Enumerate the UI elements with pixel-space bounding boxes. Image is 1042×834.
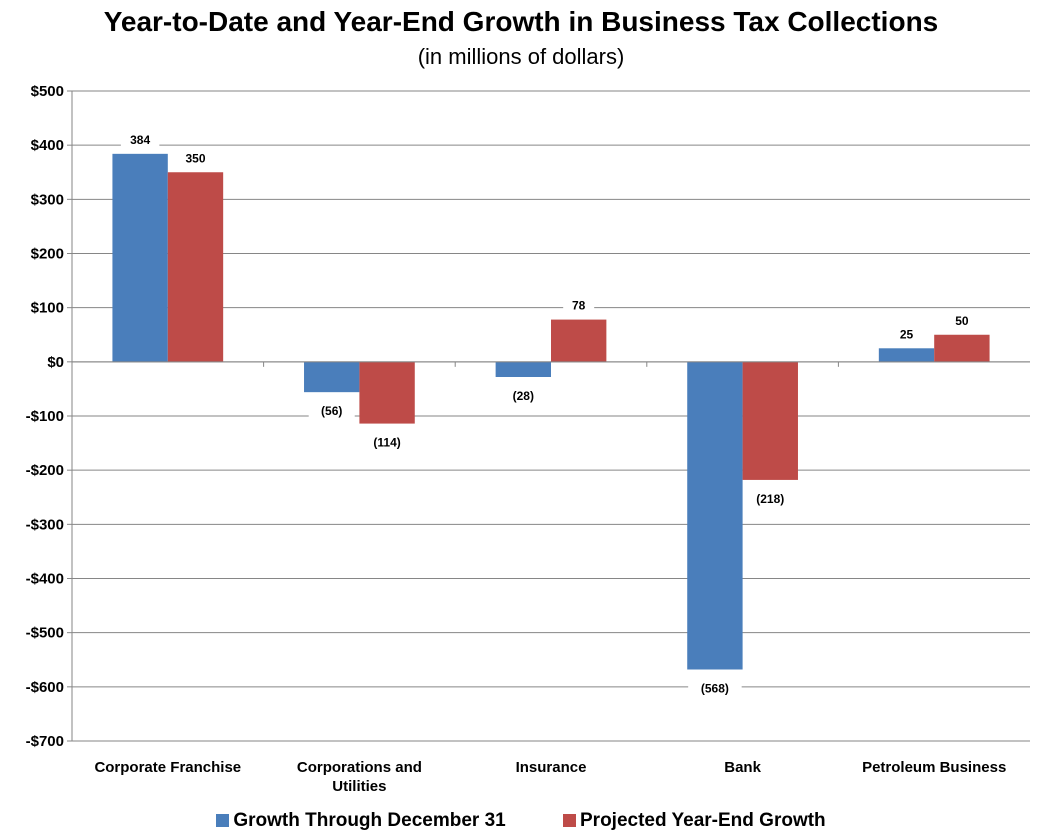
data-label-background <box>360 433 414 451</box>
y-tick-label: $100 <box>31 300 64 317</box>
y-tick-label: $0 <box>47 354 64 371</box>
x-category-label: Bank <box>724 759 761 776</box>
bar-series-2 <box>167 172 224 362</box>
y-tick-label: -$100 <box>26 408 64 425</box>
legend-label-series-2: Projected Year-End Growth <box>580 810 826 831</box>
y-tick-label: -$300 <box>26 516 64 533</box>
bar-series-1 <box>304 361 360 393</box>
legend-label-series-1: Growth Through December 31 <box>233 810 506 831</box>
y-tick-label: -$400 <box>26 571 64 588</box>
bars <box>112 153 990 670</box>
legend: Growth Through December 31 Projected Yea… <box>0 810 1042 832</box>
bar-series-2 <box>934 334 990 362</box>
data-label-series-2: 350 <box>185 151 205 165</box>
data-label-background <box>743 489 798 507</box>
data-label-series-1: (28) <box>513 389 534 403</box>
data-label-series-2: 78 <box>572 299 586 313</box>
data-label-background <box>946 311 978 329</box>
data-label-series-1: 25 <box>900 327 914 341</box>
chart-title: Year-to-Date and Year-End Growth in Busi… <box>103 6 939 37</box>
data-label-background <box>891 325 923 343</box>
data-label-background <box>308 402 355 420</box>
chart-subtitle: (in millions of dollars) <box>417 44 625 69</box>
y-tick-label: -$600 <box>26 679 64 696</box>
x-category-label: Utilities <box>332 778 386 795</box>
data-labels: 384 (56) (28) (568) 25 350 (114) 78 (218) 50 <box>72 130 1030 697</box>
y-tick-label: $500 <box>31 83 64 100</box>
bar-series-2 <box>742 361 798 480</box>
data-label-background <box>500 387 547 404</box>
bar-series-2 <box>551 319 607 362</box>
data-label-series-1: (56) <box>321 404 342 418</box>
legend-item-series-2: Projected Year-End Growth <box>563 810 826 832</box>
y-tick-label: -$700 <box>26 733 64 750</box>
bar-series-1 <box>495 361 551 377</box>
y-tick-label: $300 <box>31 191 64 208</box>
bar-chart: $500 $400 $300 $200 $100 $0 -$100 -$200 -$300 -$4… <box>26 83 1030 795</box>
x-category-label: Corporations and <box>297 759 422 776</box>
data-label-background <box>688 679 742 697</box>
data-label-series-1: (568) <box>701 682 729 696</box>
data-label-series-1: 384 <box>130 133 150 147</box>
data-label-background <box>176 149 215 167</box>
bar-series-1 <box>687 361 743 670</box>
data-label-background <box>563 296 595 314</box>
legend-item-series-1: Growth Through December 31 <box>216 810 506 832</box>
y-tick-label: -$200 <box>26 462 64 479</box>
x-category-label: Corporate Franchise <box>94 759 241 776</box>
y-tick-label: $400 <box>31 137 64 154</box>
legend-swatch-series-1 <box>216 814 230 827</box>
x-category-label: Insurance <box>516 759 587 776</box>
bar-series-1 <box>878 348 935 362</box>
data-label-series-2: (114) <box>373 436 400 450</box>
data-label-series-2: (218) <box>756 492 784 506</box>
axes: $500 $400 $300 $200 $100 $0 -$100 -$200 -$300 -$4… <box>26 83 1007 795</box>
data-label-series-2: 50 <box>955 314 969 328</box>
y-tick-label: -$500 <box>26 625 64 642</box>
legend-swatch-series-2 <box>563 814 576 827</box>
bar-series-1 <box>112 153 168 362</box>
y-tick-label: $200 <box>31 246 64 263</box>
x-category-label: Petroleum Business <box>862 759 1006 776</box>
bar-series-2 <box>359 361 415 424</box>
data-label-background <box>120 130 160 148</box>
